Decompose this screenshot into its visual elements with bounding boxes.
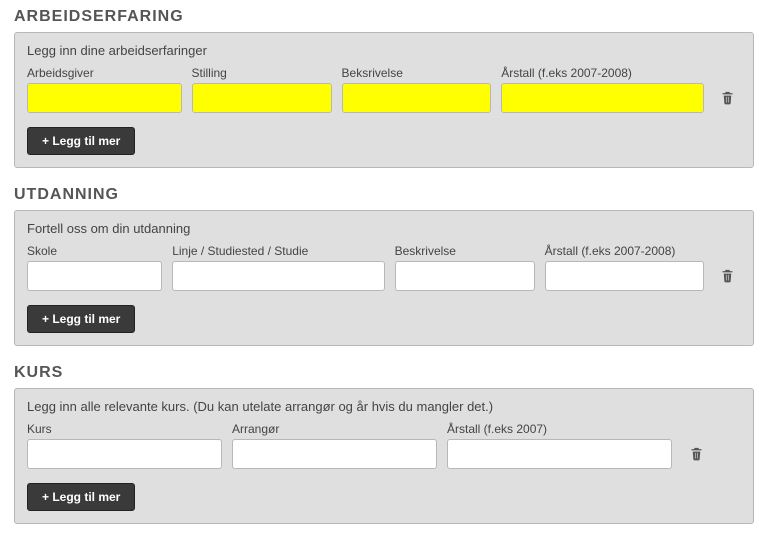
organizer-label: Arrangør [232, 422, 437, 436]
position-input[interactable] [192, 83, 332, 113]
education-row: Skole Linje / Studiested / Studie Beskri… [27, 244, 741, 291]
line-input[interactable] [172, 261, 384, 291]
work-help: Legg inn dine arbeidserfaringer [27, 43, 741, 58]
courses-row: Kurs Arrangør Årstall (f.eks 2007) [27, 422, 741, 469]
course-add-button[interactable]: + Legg til mer [27, 483, 135, 511]
edu-delete-cell [714, 264, 741, 291]
courses-section: KURS Legg inn alle relevante kurs. (Du k… [14, 364, 754, 524]
work-delete-cell [714, 86, 741, 113]
edu-add-button[interactable]: + Legg til mer [27, 305, 135, 333]
education-title: UTDANNING [14, 186, 754, 204]
course-year-input[interactable] [447, 439, 672, 469]
school-label: Skole [27, 244, 162, 258]
work-year-label: Årstall (f.eks 2007-2008) [501, 66, 704, 80]
course-label: Kurs [27, 422, 222, 436]
line-label: Linje / Studiested / Studie [172, 244, 384, 258]
trash-icon [689, 446, 704, 461]
work-section: ARBEIDSERFARING Legg inn dine arbeidserf… [14, 8, 754, 168]
organizer-field: Arrangør [232, 422, 437, 469]
line-field: Linje / Studiested / Studie [172, 244, 384, 291]
course-field: Kurs [27, 422, 222, 469]
trash-icon [720, 268, 735, 283]
edu-year-label: Årstall (f.eks 2007-2008) [545, 244, 704, 258]
work-desc-label: Beksrivelse [342, 66, 492, 80]
work-year-input[interactable] [501, 83, 704, 113]
work-row: Arbeidsgiver Stilling Beksrivelse Årstal… [27, 66, 741, 113]
position-field: Stilling [192, 66, 332, 113]
work-desc-field: Beksrivelse [342, 66, 492, 113]
employer-input[interactable] [27, 83, 182, 113]
edu-delete-button[interactable] [716, 264, 739, 287]
education-panel: Fortell oss om din utdanning Skole Linje… [14, 210, 754, 346]
work-desc-input[interactable] [342, 83, 492, 113]
employer-label: Arbeidsgiver [27, 66, 182, 80]
courses-title: KURS [14, 364, 754, 382]
employer-field: Arbeidsgiver [27, 66, 182, 113]
position-label: Stilling [192, 66, 332, 80]
work-year-field: Årstall (f.eks 2007-2008) [501, 66, 704, 113]
school-field: Skole [27, 244, 162, 291]
courses-help: Legg inn alle relevante kurs. (Du kan ut… [27, 399, 741, 414]
education-section: UTDANNING Fortell oss om din utdanning S… [14, 186, 754, 346]
edu-desc-field: Beskrivelse [395, 244, 535, 291]
course-year-label: Årstall (f.eks 2007) [447, 422, 672, 436]
course-input[interactable] [27, 439, 222, 469]
courses-panel: Legg inn alle relevante kurs. (Du kan ut… [14, 388, 754, 524]
edu-desc-label: Beskrivelse [395, 244, 535, 258]
work-delete-button[interactable] [716, 86, 739, 109]
edu-desc-input[interactable] [395, 261, 535, 291]
course-delete-button[interactable] [685, 442, 708, 465]
work-panel: Legg inn dine arbeidserfaringer Arbeidsg… [14, 32, 754, 168]
work-title: ARBEIDSERFARING [14, 8, 754, 26]
edu-year-input[interactable] [545, 261, 704, 291]
organizer-input[interactable] [232, 439, 437, 469]
trash-icon [720, 90, 735, 105]
work-add-button[interactable]: + Legg til mer [27, 127, 135, 155]
edu-year-field: Årstall (f.eks 2007-2008) [545, 244, 704, 291]
course-delete-cell [682, 442, 710, 469]
course-year-field: Årstall (f.eks 2007) [447, 422, 672, 469]
education-help: Fortell oss om din utdanning [27, 221, 741, 236]
school-input[interactable] [27, 261, 162, 291]
